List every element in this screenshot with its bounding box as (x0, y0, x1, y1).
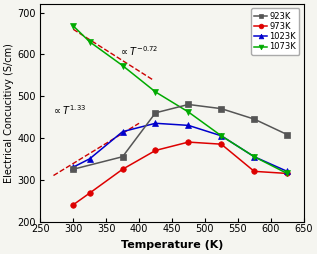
X-axis label: Temperature (K): Temperature (K) (121, 240, 223, 250)
973K (71, 203, 75, 206)
Text: $\propto T^{-0.72}$: $\propto T^{-0.72}$ (119, 45, 158, 58)
923K (121, 155, 125, 158)
923K (252, 118, 256, 121)
Y-axis label: Electrical Concucitivy (S/cm): Electrical Concucitivy (S/cm) (4, 43, 14, 183)
923K (154, 111, 158, 114)
1073K (88, 40, 92, 43)
1073K (219, 134, 223, 137)
Line: 1073K: 1073K (70, 23, 290, 176)
973K (219, 143, 223, 146)
1023K (88, 157, 92, 160)
1073K (154, 90, 158, 93)
1073K (186, 110, 190, 114)
923K (186, 103, 190, 106)
Line: 973K: 973K (70, 139, 290, 208)
923K (285, 133, 289, 136)
Line: 923K: 923K (70, 102, 290, 172)
973K (154, 149, 158, 152)
1023K (71, 166, 75, 169)
973K (285, 172, 289, 175)
Legend: 923K, 973K, 1023K, 1073K: 923K, 973K, 1023K, 1073K (251, 8, 300, 55)
Text: $\propto T^{1.33}$: $\propto T^{1.33}$ (52, 103, 86, 117)
923K (71, 168, 75, 171)
1073K (71, 24, 75, 27)
1073K (121, 64, 125, 67)
1023K (252, 155, 256, 158)
923K (219, 107, 223, 110)
973K (121, 168, 125, 171)
1023K (219, 134, 223, 137)
1023K (285, 170, 289, 173)
1023K (186, 124, 190, 127)
Line: 1023K: 1023K (70, 120, 290, 174)
1023K (121, 130, 125, 133)
973K (88, 192, 92, 195)
1073K (252, 155, 256, 158)
973K (186, 140, 190, 144)
973K (252, 170, 256, 173)
1073K (285, 172, 289, 175)
1023K (154, 122, 158, 125)
